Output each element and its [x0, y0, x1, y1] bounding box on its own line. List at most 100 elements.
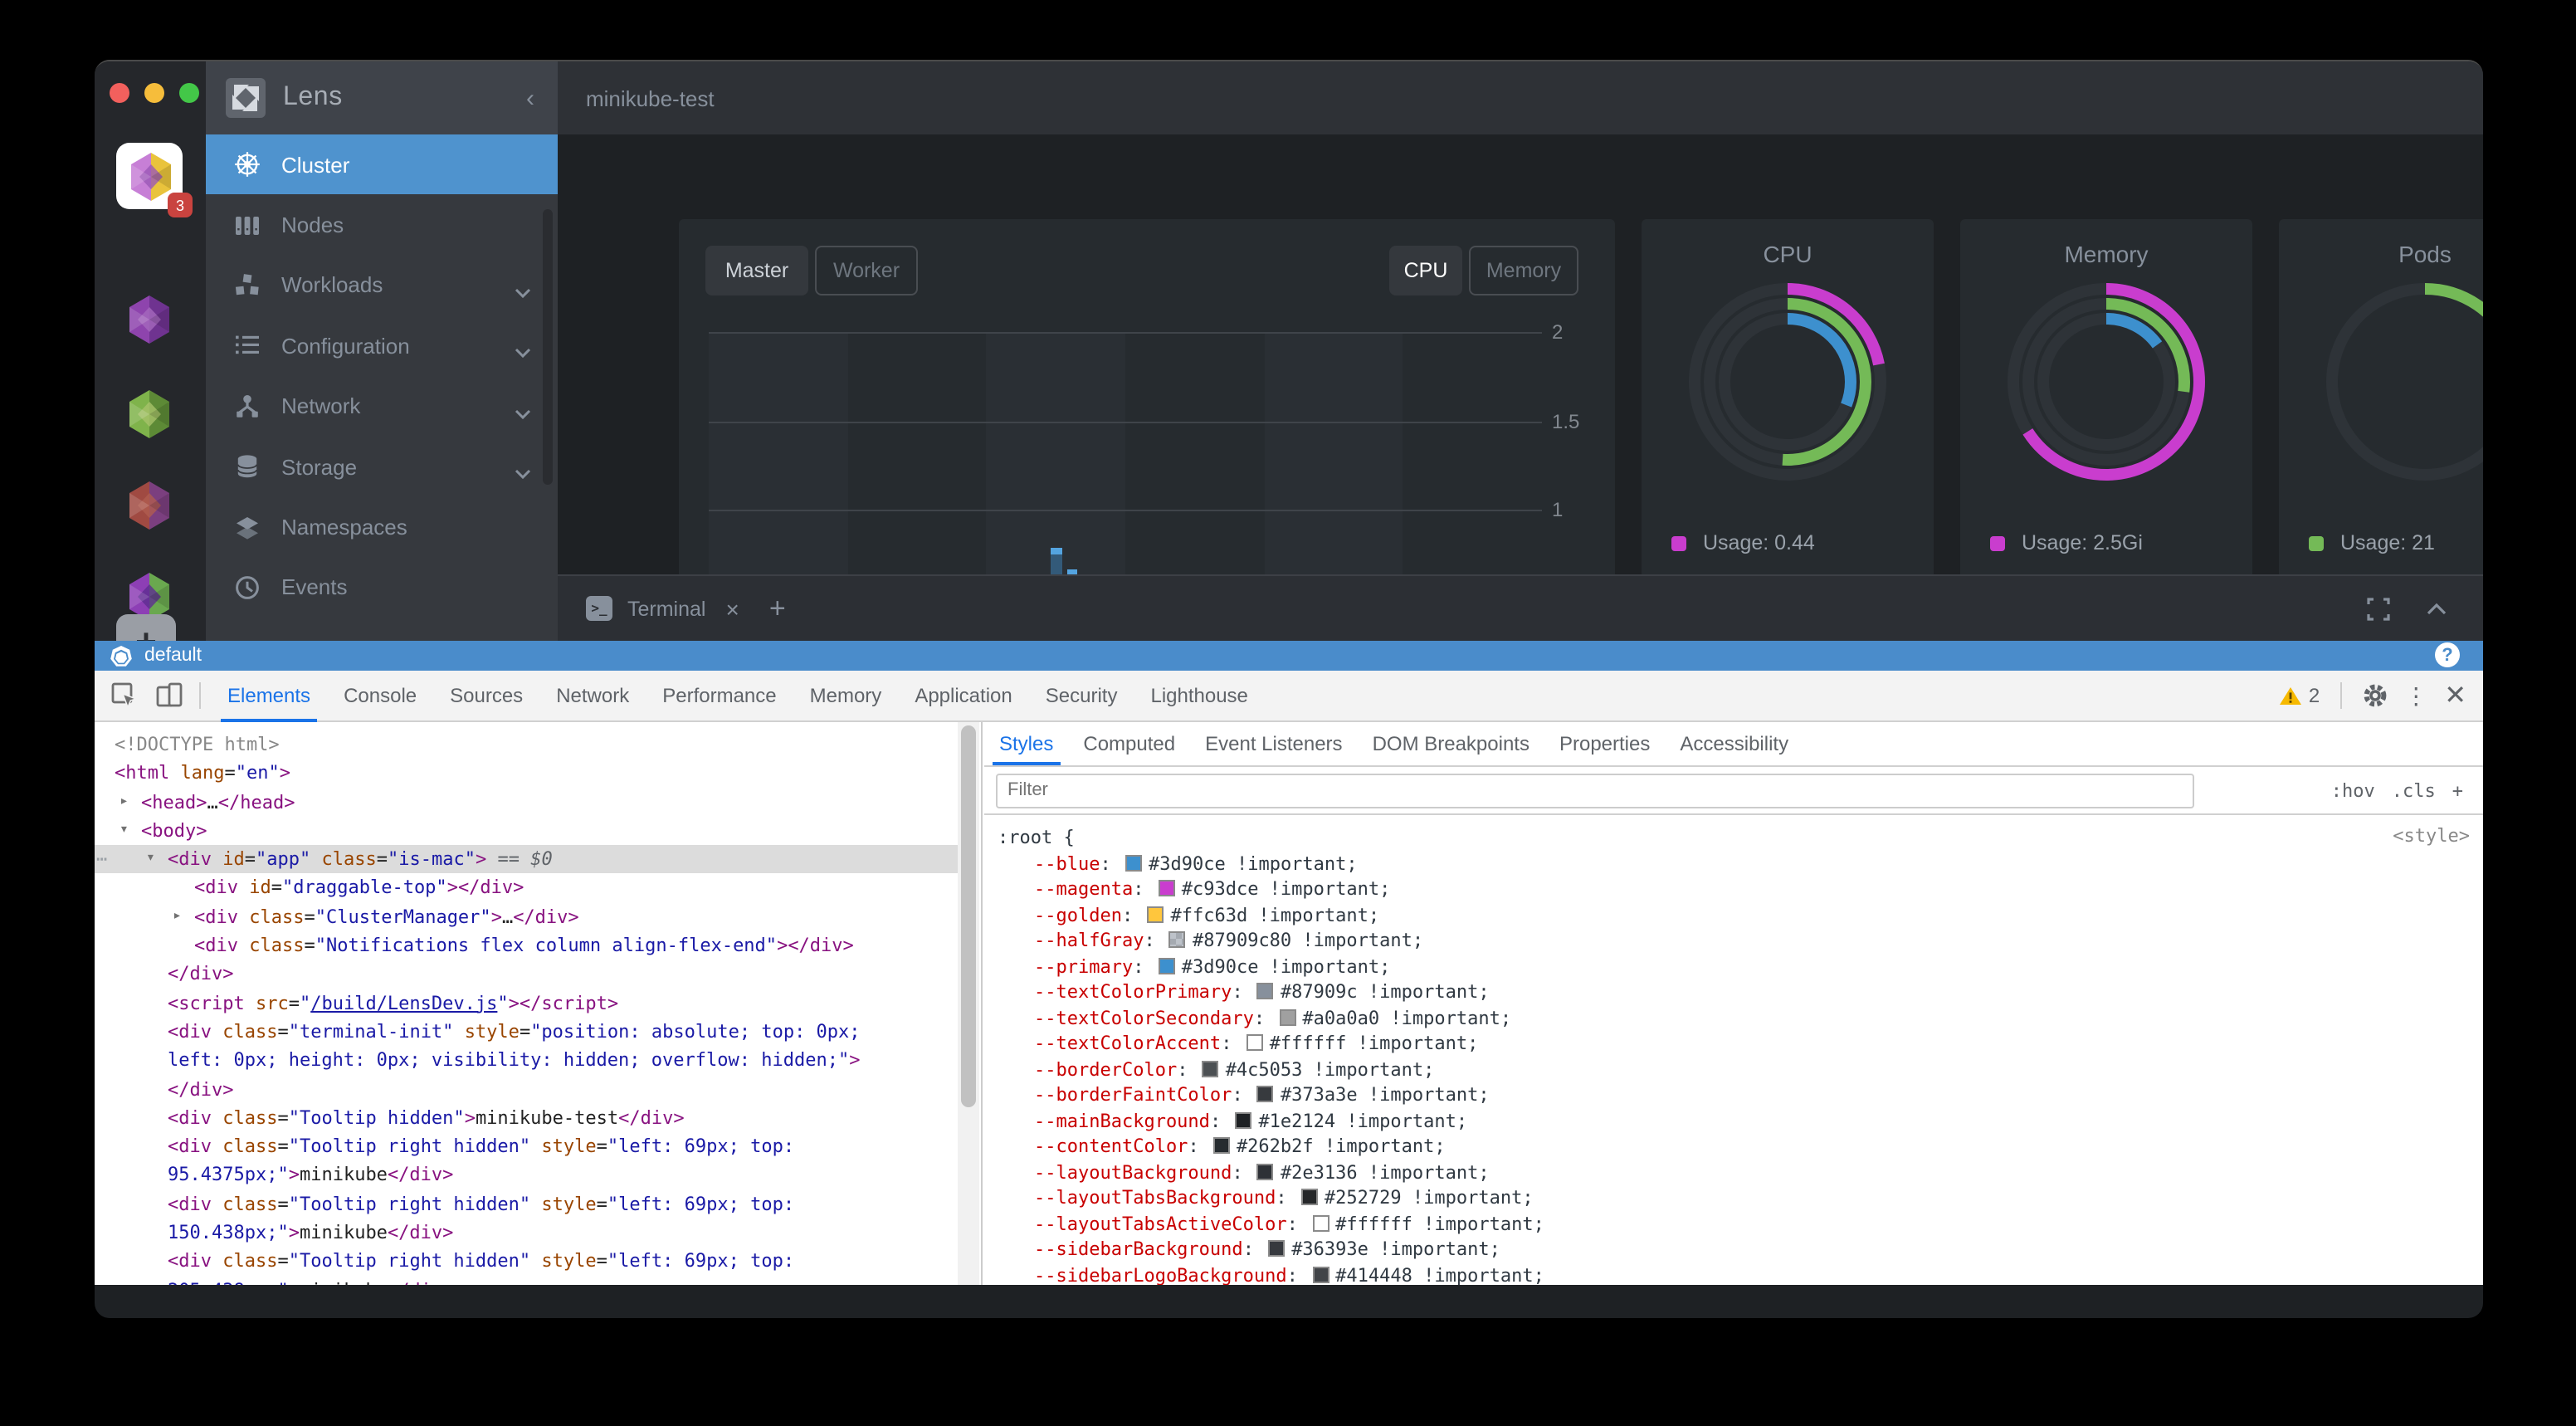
dom-node[interactable]: <div class="Tooltip right hidden" style=…	[168, 1193, 795, 1215]
dom-node[interactable]: <div id="draggable-top"></div>	[194, 877, 524, 899]
style-source-link[interactable]: <style>	[2393, 825, 2470, 847]
css-rule-selector[interactable]: :root {	[998, 827, 1075, 848]
maximize-window-button[interactable]	[179, 83, 199, 103]
chevron-down-icon[interactable]	[515, 460, 531, 485]
color-swatch[interactable]	[1279, 1008, 1296, 1025]
color-swatch[interactable]	[1235, 1111, 1252, 1128]
dom-node[interactable]: ▸ <head>…</head>	[95, 788, 958, 817]
devtools-tab-memory[interactable]: Memory	[809, 683, 882, 706]
expand-arrow-icon[interactable]: ▾	[120, 821, 129, 838]
sidebar-item-configuration[interactable]: Configuration	[205, 315, 558, 376]
sidebar-item-cluster[interactable]: Cluster	[205, 134, 558, 195]
dom-tree-scrollbar[interactable]	[958, 722, 979, 1285]
css-variable-row[interactable]: --textColorPrimary: #87909c !important;	[1034, 981, 1490, 1003]
terminal-close-icon[interactable]: ×	[725, 595, 739, 622]
cluster-icon-1[interactable]: 3	[116, 143, 193, 217]
styles-tab-event-listeners[interactable]: Event Listeners	[1205, 732, 1343, 755]
chevron-down-icon[interactable]	[515, 279, 531, 304]
devtools-tab-console[interactable]: Console	[344, 683, 417, 706]
css-variable-row[interactable]: --layoutTabsActiveColor: #ffffff !import…	[1034, 1213, 1544, 1234]
dom-node[interactable]: <div class="Tooltip right hidden" style=…	[168, 1250, 795, 1272]
cluster-icon-5[interactable]	[116, 563, 183, 629]
dom-node[interactable]: 150.438px;">minikube</div>	[168, 1222, 454, 1244]
dom-node[interactable]: <!DOCTYPE html>	[115, 734, 280, 755]
css-variable-row[interactable]: --layoutBackground: #2e3136 !important;	[1034, 1161, 1490, 1183]
color-swatch[interactable]	[1158, 880, 1175, 896]
expand-arrow-icon[interactable]: ▾	[146, 850, 155, 867]
styles-tab-properties[interactable]: Properties	[1559, 732, 1651, 755]
color-swatch[interactable]	[1268, 1240, 1286, 1257]
css-variable-row[interactable]: --primary: #3d90ce !important;	[1034, 955, 1391, 977]
css-variable-row[interactable]: --layoutTabsBackground: #252729 !importa…	[1034, 1187, 1534, 1209]
cpu-usage-bar[interactable]	[1066, 569, 1078, 574]
color-swatch[interactable]	[1158, 957, 1175, 974]
node-tab-worker[interactable]: Worker	[815, 246, 918, 295]
terminal-collapse-icon[interactable]	[2427, 602, 2447, 615]
metric-tab-cpu[interactable]: CPU	[1389, 246, 1462, 295]
color-swatch[interactable]	[1212, 1137, 1230, 1154]
devtools-tab-application[interactable]: Application	[915, 683, 1012, 706]
color-swatch[interactable]	[1147, 906, 1164, 922]
sidebar-item-network[interactable]: Network	[205, 376, 558, 437]
dom-node[interactable]: 95.4375px;">minikube</div>	[168, 1164, 454, 1186]
styles-tab-dom-breakpoints[interactable]: DOM Breakpoints	[1372, 732, 1530, 755]
css-variable-row[interactable]: --sidebarBackground: #36393e !important;	[1034, 1238, 1500, 1260]
devtools-settings-gear-icon[interactable]	[2361, 682, 2388, 709]
css-variable-row[interactable]: --borderColor: #4c5053 !important;	[1034, 1058, 1435, 1080]
styles-tab-accessibility[interactable]: Accessibility	[1680, 732, 1789, 755]
color-swatch[interactable]	[1312, 1214, 1329, 1231]
css-variable-row[interactable]: --magenta: #c93dce !important;	[1034, 878, 1391, 900]
color-swatch[interactable]	[1256, 1163, 1274, 1179]
cpu-usage-bar[interactable]	[1051, 548, 1061, 574]
dom-node[interactable]: </div>	[168, 1078, 234, 1101]
css-rule-area[interactable]: <style> :root { --blue: #3d90ce !importan…	[984, 815, 2483, 1285]
help-icon[interactable]: ?	[2435, 642, 2460, 667]
elements-dom-tree[interactable]: <!DOCTYPE html> <html lang="en"> ▸ <head>…<…	[95, 722, 958, 1285]
devtools-menu-kebab-icon[interactable]: ⋮	[2404, 681, 2428, 708]
cluster-icon-2[interactable]	[116, 286, 183, 352]
styles-filter-input[interactable]	[996, 773, 2194, 808]
node-tab-master[interactable]: Master	[705, 246, 808, 295]
styles-tab-computed[interactable]: Computed	[1083, 732, 1176, 755]
devtools-tab-sources[interactable]: Sources	[450, 683, 524, 706]
dom-node[interactable]: <div class="terminal-init" style="positi…	[168, 1020, 861, 1043]
color-swatch[interactable]	[1202, 1060, 1219, 1077]
color-swatch[interactable]	[1256, 983, 1274, 999]
css-variable-row[interactable]: --contentColor: #262b2f !important;	[1034, 1135, 1446, 1157]
css-variable-row[interactable]: --mainBackground: #1e2124 !important;	[1034, 1110, 1468, 1131]
css-variable-row[interactable]: --blue: #3d90ce !important;	[1034, 852, 1358, 874]
expand-arrow-icon[interactable]: ▸	[120, 793, 129, 810]
console-warnings-badge[interactable]: 2	[2279, 684, 2320, 707]
dom-node[interactable]: <script src="/build/LensDev.js"></script…	[168, 992, 619, 1014]
dom-node[interactable]: ▸ <div class="ClusterManager">…</div>	[95, 903, 958, 932]
color-swatch[interactable]	[1168, 931, 1186, 948]
color-swatch[interactable]	[1300, 1189, 1318, 1205]
devtools-tab-elements[interactable]: Elements	[211, 670, 327, 721]
sidebar-item-namespaces[interactable]: Namespaces	[205, 497, 558, 558]
sidebar-scrollbar[interactable]	[543, 209, 553, 485]
devtools-tab-lighthouse[interactable]: Lighthouse	[1150, 683, 1248, 706]
css-variable-row[interactable]: --borderFaintColor: #373a3e !important;	[1034, 1084, 1490, 1106]
dom-node[interactable]: <html lang="en">	[115, 762, 290, 784]
close-window-button[interactable]	[110, 83, 129, 103]
color-swatch[interactable]	[1256, 1086, 1274, 1102]
expand-arrow-icon[interactable]: ▸	[173, 907, 182, 925]
pseudo-toggle[interactable]: +	[2452, 779, 2463, 801]
color-swatch[interactable]	[1125, 854, 1142, 871]
css-variable-row[interactable]: --sidebarLogoBackground: #414448 !import…	[1034, 1264, 1544, 1285]
terminal-add-icon[interactable]: +	[768, 592, 786, 623]
chevron-down-icon[interactable]	[515, 399, 531, 424]
dom-node[interactable]: ▾ <body>	[95, 817, 958, 846]
metric-tab-memory[interactable]: Memory	[1469, 246, 1578, 295]
devtools-tab-performance[interactable]: Performance	[662, 683, 777, 706]
styles-tab-styles[interactable]: Styles	[984, 722, 1068, 765]
sidebar-collapse-icon[interactable]: ‹	[526, 84, 534, 112]
pseudo-toggle[interactable]: .cls	[2391, 779, 2436, 801]
sidebar-item-storage[interactable]: Storage	[205, 437, 558, 497]
inspect-element-icon[interactable]	[110, 681, 139, 711]
color-swatch[interactable]	[1246, 1034, 1263, 1051]
dom-node[interactable]: 205.438px;">minikube</div>	[95, 1276, 958, 1285]
devtools-close-icon[interactable]: ✕	[2444, 682, 2466, 711]
dom-node[interactable]: <div class="Tooltip right hidden" style=…	[168, 1135, 795, 1158]
sidebar-item-workloads[interactable]: Workloads	[205, 256, 558, 316]
